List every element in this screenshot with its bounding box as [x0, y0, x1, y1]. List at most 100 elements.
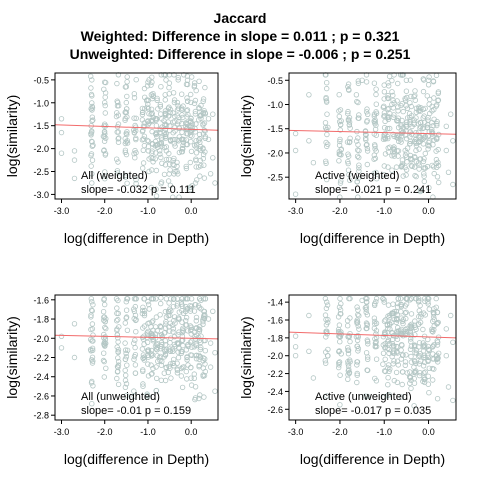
data-point [195, 303, 202, 309]
data-point [115, 355, 121, 361]
data-point [115, 335, 121, 341]
data-point [434, 120, 440, 127]
data-point [373, 122, 379, 128]
data-point [162, 377, 169, 384]
data-point [102, 175, 108, 182]
y-tick-label: -1.5 [33, 121, 49, 131]
data-point [433, 156, 440, 163]
data-point [395, 80, 401, 87]
data-point [210, 308, 216, 314]
figure-subtitle-unweighted: Unweighted: Difference in slope = -0.006… [69, 46, 411, 62]
data-point [425, 299, 431, 305]
data-point [450, 339, 456, 345]
data-point [407, 380, 413, 386]
data-point [434, 320, 441, 326]
data-point [133, 329, 139, 335]
data-point [382, 151, 389, 157]
data-point [425, 295, 432, 302]
data-point [123, 314, 130, 320]
data-point [433, 295, 439, 302]
data-point [103, 325, 109, 332]
y-tick-label: -2.6 [267, 405, 283, 415]
panel-annotation-stats: slope= -0.01 p = 0.159 [81, 405, 191, 417]
data-point [426, 390, 432, 396]
x-tick-label: 0.0 [422, 206, 435, 216]
y-tick-label: -1.6 [267, 316, 283, 326]
data-point [152, 324, 159, 330]
data-point [381, 96, 387, 102]
data-point [433, 72, 440, 79]
data-point [103, 365, 109, 371]
data-point [88, 138, 95, 144]
data-point [364, 145, 371, 152]
data-point [114, 310, 120, 317]
data-point [420, 158, 427, 165]
data-point [139, 105, 146, 112]
data-point [123, 106, 130, 112]
data-point [162, 112, 169, 118]
data-point [364, 161, 370, 168]
data-point [122, 140, 128, 147]
data-point [402, 359, 409, 365]
data-point [356, 326, 362, 332]
data-point [157, 300, 164, 307]
data-point [390, 114, 397, 120]
data-point [182, 317, 189, 324]
data-point [200, 296, 207, 302]
data-point [354, 379, 360, 386]
x-tick-label: 0.0 [185, 206, 198, 216]
data-point [207, 364, 214, 370]
data-point [385, 134, 391, 140]
data-point [353, 138, 360, 144]
data-point [415, 299, 422, 305]
figure-subtitle-weighted: Weighted: Difference in slope = 0.011 ; … [80, 28, 400, 44]
data-point [89, 118, 95, 124]
data-point [149, 110, 155, 117]
data-point [373, 86, 379, 92]
data-point [395, 104, 401, 110]
data-point [380, 350, 387, 356]
data-point [407, 140, 413, 147]
data-point [88, 132, 94, 138]
data-point [201, 175, 208, 181]
data-point [115, 381, 122, 388]
data-point [434, 122, 440, 129]
data-point [363, 304, 370, 310]
data-point [345, 167, 352, 173]
data-point [88, 314, 94, 320]
data-point [143, 97, 150, 104]
data-point [385, 302, 392, 308]
data-point [201, 311, 208, 318]
data-point [337, 295, 343, 302]
data-point [131, 340, 137, 346]
data-point [89, 180, 95, 186]
data-point [431, 170, 437, 177]
data-point [436, 179, 442, 186]
panel-annotation-label: All (weighted) [81, 170, 148, 182]
data-point [170, 110, 176, 116]
data-point [171, 317, 177, 324]
data-point [88, 163, 94, 169]
x-axis-label: log(difference in Depth) [300, 230, 445, 246]
data-point [132, 337, 138, 343]
data-point [391, 377, 397, 384]
data-point [166, 309, 172, 315]
data-point [403, 172, 409, 178]
data-point [394, 98, 400, 104]
data-point [122, 347, 129, 353]
data-point [161, 171, 168, 178]
data-point [425, 82, 432, 88]
data-point [364, 337, 370, 343]
y-tick-label: -2.2 [267, 369, 283, 379]
data-point [113, 318, 120, 324]
data-point [292, 344, 299, 350]
data-point [422, 295, 428, 302]
data-point [426, 143, 432, 149]
panel-annotation-label: All (unweighted) [81, 391, 160, 403]
data-point [306, 92, 312, 98]
data-point [89, 77, 95, 83]
data-point [373, 295, 380, 302]
data-point [124, 93, 130, 100]
data-point [157, 111, 164, 117]
